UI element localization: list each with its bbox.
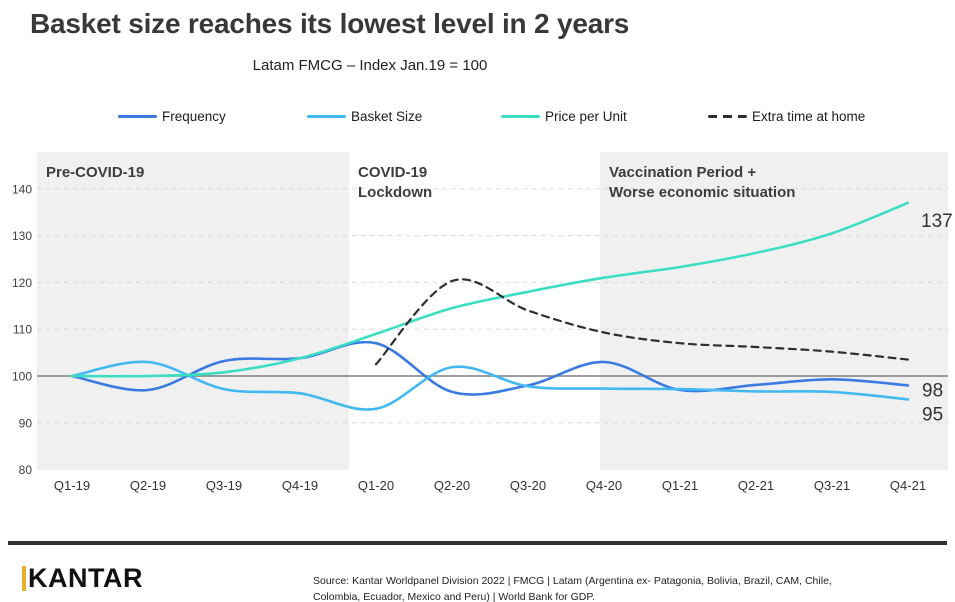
legend-item-basket-size: Basket Size <box>307 103 422 129</box>
series-frequency <box>70 340 910 396</box>
series-basket-size <box>70 360 910 411</box>
x-axis-label: Q3-21 <box>814 478 850 493</box>
x-axis-label: Q1-21 <box>662 478 698 493</box>
x-axis-label: Q2-20 <box>434 478 470 493</box>
region-label: COVID-19 <box>358 164 427 181</box>
source-line: Colombia, Ecuador, Mexico and Peru) | Wo… <box>313 590 595 602</box>
x-axis-label: Q3-20 <box>510 478 546 493</box>
source-line: Source: Kantar Worldpanel Division 2022 … <box>313 575 832 587</box>
region-label: Worse economic situation <box>609 184 795 201</box>
y-axis-label: 140 <box>12 182 32 196</box>
series-extra-time-at-home <box>374 278 910 366</box>
region-band <box>600 152 948 470</box>
region-label: Vaccination Period + <box>609 164 756 181</box>
x-axis-label: Q1-20 <box>358 478 394 493</box>
frequency-line-swatch <box>118 114 157 118</box>
y-axis-label: 120 <box>12 276 32 290</box>
x-axis-label: Q3-19 <box>206 478 242 493</box>
y-axis-label: 130 <box>12 229 32 243</box>
kantar-logo-text: KANTAR <box>28 563 143 593</box>
end-value-label: 137 <box>921 211 953 232</box>
x-axis-label: Q1-19 <box>54 478 90 493</box>
kantar-logo: KANTAR <box>22 563 143 594</box>
x-axis-label: Q4-21 <box>890 478 926 493</box>
x-axis-label: Q4-20 <box>586 478 622 493</box>
x-axis-label: Q4-19 <box>282 478 318 493</box>
legend-item-extra-time-at-home: Extra time at home <box>708 103 865 129</box>
y-axis-label: 90 <box>19 416 33 430</box>
region-label: Lockdown <box>358 184 432 201</box>
legend-label: Extra time at home <box>752 108 866 124</box>
x-axis-label: Q2-21 <box>738 478 774 493</box>
price-per-unit-line-swatch <box>501 114 540 118</box>
end-value-label: 95 <box>922 404 943 425</box>
chart-legend: Frequency Basket Size Price per Unit Ext… <box>0 103 955 129</box>
chart-subtitle: Latam FMCG – Index Jan.19 = 100 <box>252 57 488 74</box>
y-axis-label: 110 <box>13 323 32 337</box>
region-label: Pre-COVID-19 <box>46 164 144 181</box>
extra-time-dashed-swatch <box>708 114 747 118</box>
legend-label: Basket Size <box>351 108 423 124</box>
source-note: Source: Kantar Worldpanel Division 2022 … <box>313 574 832 602</box>
legend-item-price-per-unit: Price per Unit <box>501 103 627 129</box>
legend-label: Price per Unit <box>545 108 627 124</box>
x-axis-label: Q2-19 <box>130 478 166 493</box>
legend-label: Frequency <box>162 108 226 124</box>
y-axis-label: 100 <box>12 370 32 384</box>
legend-item-frequency: Frequency <box>118 103 226 129</box>
region-band <box>37 152 349 470</box>
y-axis-label: 80 <box>19 463 33 477</box>
page-title: Basket size reaches its lowest level in … <box>30 8 630 39</box>
series-price-per-unit <box>70 201 910 378</box>
kantar-logo-gold-bar <box>22 566 26 591</box>
footer-divider <box>8 541 947 545</box>
end-value-label: 98 <box>922 380 943 401</box>
basket-size-line-swatch <box>307 114 346 118</box>
